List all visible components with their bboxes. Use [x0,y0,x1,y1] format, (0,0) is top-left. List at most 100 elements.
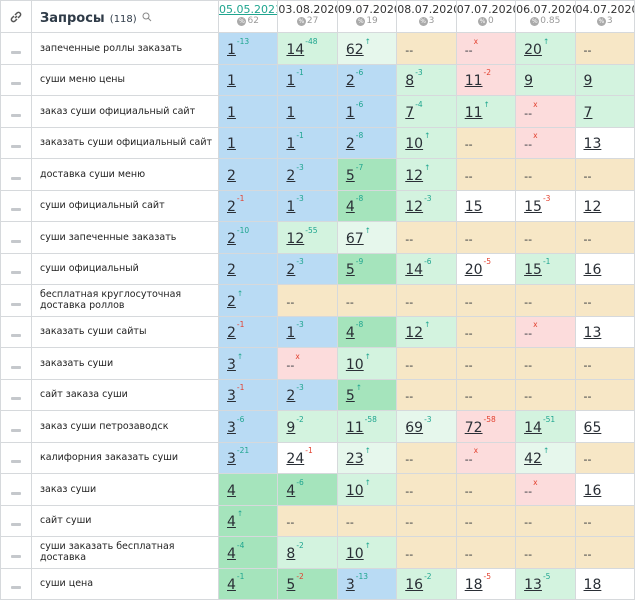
rank[interactable]: 4 [286,482,296,499]
drag-handle[interactable] [0,315,32,348]
rank[interactable]: -- [405,358,414,372]
rank[interactable]: -- [464,516,473,530]
rank[interactable]: 1 [286,325,296,342]
rank[interactable]: 12 [405,167,424,184]
rank[interactable]: -- [524,327,533,341]
rank[interactable]: -- [583,453,592,467]
rank[interactable]: 15 [464,199,483,216]
rank[interactable]: 2 [227,167,236,184]
rank[interactable]: -- [583,43,592,57]
rank[interactable]: -- [405,232,414,246]
rank[interactable]: -- [405,547,414,561]
rank[interactable]: -- [583,169,592,183]
rank[interactable]: 5 [345,388,355,405]
rank[interactable]: 62 [345,41,364,58]
rank[interactable]: -- [405,43,414,57]
rank[interactable]: 4 [227,514,236,531]
rank[interactable]: 24 [286,451,305,468]
rank[interactable]: 2 [286,388,296,405]
rank[interactable]: 16 [405,577,424,594]
query-header[interactable]: Запросы (118) [31,0,219,33]
drag-handle[interactable] [0,32,32,65]
rank[interactable]: -- [286,295,295,309]
rank[interactable]: 16 [583,262,602,279]
drag-handle[interactable] [0,378,32,411]
rank[interactable]: 1 [227,136,236,153]
rank[interactable]: -- [405,295,414,309]
rank[interactable]: 65 [583,419,602,436]
drag-handle[interactable] [0,410,32,443]
date-header[interactable]: 06.07.2020% 0.85 [515,0,576,33]
rank[interactable]: -- [464,138,473,152]
drag-handle[interactable] [0,158,32,191]
rank[interactable]: -- [464,484,473,498]
rank[interactable]: 11 [464,104,483,121]
rank[interactable]: 13 [524,577,542,594]
rank[interactable]: 11 [464,73,483,90]
rank[interactable]: -- [524,295,533,309]
rank[interactable]: -- [464,295,473,309]
rank[interactable]: 1 [227,73,236,90]
rank[interactable]: 12 [286,230,305,247]
rank[interactable]: 20 [524,41,542,58]
rank[interactable]: -- [524,232,533,246]
date-header[interactable]: 08.07.2020% 3 [396,0,457,33]
rank[interactable]: 12 [405,325,424,342]
rank[interactable]: 10 [345,545,364,562]
drag-handle[interactable] [0,473,32,506]
rank[interactable]: -- [524,169,533,183]
drag-handle[interactable] [0,63,32,96]
rank[interactable]: 14 [286,41,305,58]
rank[interactable]: -- [405,453,414,467]
rank[interactable]: -- [524,358,533,372]
date-header[interactable]: 09.07.2020% 19 [336,0,398,33]
rank[interactable]: 67 [345,230,364,247]
rank[interactable]: -- [464,169,473,183]
rank[interactable]: -- [524,106,533,120]
rank[interactable]: -- [286,516,295,530]
date-header[interactable]: 07.07.2020% 0 [455,0,517,33]
drag-handle[interactable] [0,189,32,222]
rank[interactable]: -- [464,453,473,467]
rank[interactable]: 13 [583,136,602,153]
drag-handle[interactable] [0,95,32,128]
rank[interactable]: 2 [227,230,236,247]
rank[interactable]: -- [405,484,414,498]
rank[interactable]: 10 [345,482,364,499]
rank[interactable]: -- [524,516,533,530]
rank[interactable]: 69 [405,419,424,436]
rank[interactable]: -- [405,516,414,530]
search-icon[interactable] [142,12,152,22]
rank[interactable]: 2 [286,262,296,279]
rank[interactable]: -- [524,547,533,561]
date-header[interactable]: 03.08.2020% 27 [277,0,338,33]
rank[interactable]: 10 [405,136,424,153]
rank[interactable]: -- [583,516,592,530]
rank[interactable]: -- [464,358,473,372]
rank[interactable]: 2 [345,136,355,153]
rank[interactable]: 1 [286,199,296,216]
rank[interactable]: 10 [345,356,364,373]
rank[interactable]: 9 [286,419,296,436]
rank[interactable]: 2 [227,262,236,279]
rank[interactable]: 16 [583,482,602,499]
rank[interactable]: 15 [524,262,542,279]
rank[interactable]: 13 [583,325,602,342]
rank[interactable]: 1 [227,104,236,121]
rank[interactable]: -- [583,232,592,246]
rank[interactable]: 2 [227,199,236,216]
rank[interactable]: 5 [286,577,296,594]
rank[interactable]: 8 [286,545,296,562]
rank[interactable]: 4 [345,325,355,342]
rank[interactable]: 1 [345,104,355,121]
drag-handle[interactable] [0,441,32,474]
rank[interactable]: 2 [345,73,355,90]
rank[interactable]: 11 [345,419,364,436]
rank[interactable]: -- [583,295,592,309]
drag-handle[interactable] [0,347,32,380]
rank[interactable]: 72 [464,419,483,436]
rank[interactable]: -- [524,138,533,152]
rank[interactable]: -- [345,516,354,530]
rank[interactable]: -- [524,484,533,498]
link-icon[interactable] [0,0,32,33]
